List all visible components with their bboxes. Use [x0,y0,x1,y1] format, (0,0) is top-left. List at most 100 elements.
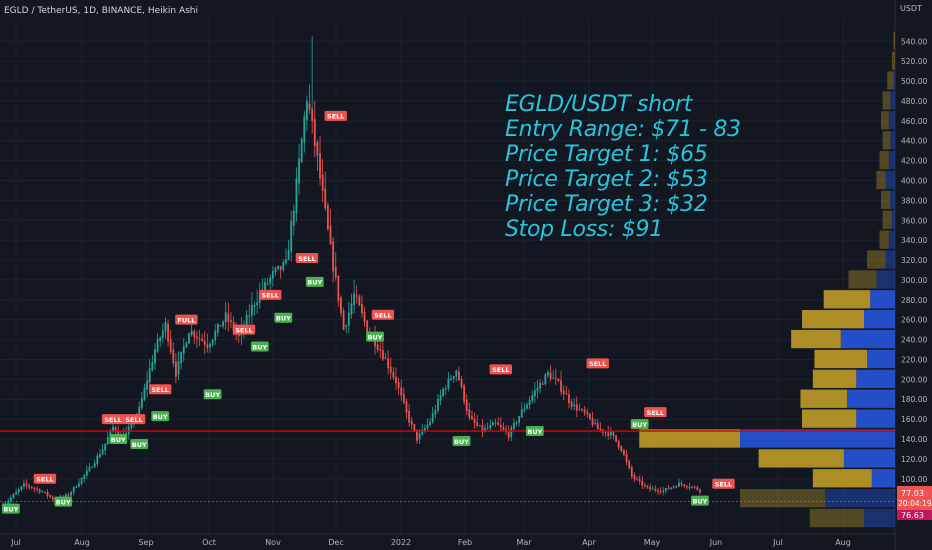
candle-body [49,495,52,498]
candle-body [51,496,54,500]
time-axis: Jul Aug Sep Oct Nov Dec 2022 Feb Mar Apr May Jun Jul… [10,538,851,547]
candle-body [531,395,534,401]
candle-body [575,404,578,411]
candle-body [552,377,555,379]
signal-label: BUY [252,343,267,351]
candle-body [573,404,576,407]
candle-body [683,484,686,487]
candle-body [649,487,652,490]
volume-bar-gold [879,230,889,249]
volume-bar-gold [812,469,872,488]
signal-label: SELL [715,481,732,489]
candle-body [431,413,434,423]
candle-body [565,393,568,395]
signal-label: BUY [276,314,291,322]
sell-signal: SELL [295,253,319,264]
candle-body [345,325,348,327]
candle-body [251,305,253,316]
volume-bar-blue [885,250,895,269]
symbol-info: EGLD / TetherUS, 1D, BINANCE, Heikin Ash… [4,6,198,16]
candle-body [421,429,424,435]
candle-body [227,313,230,322]
candle-body [699,489,701,493]
signal-label: BUY [527,428,542,436]
candle-body [269,277,272,284]
candle-body [329,225,332,245]
candle-body [290,220,293,252]
annotation-line: Price Target 2: $53 [505,167,708,192]
volume-bar-gold [891,51,895,70]
candle-body [230,320,232,323]
candle-body [654,488,657,491]
low-price-badge [897,510,932,520]
volume-bar-blue [867,349,895,369]
candle-body [672,486,675,488]
candle-body [481,425,484,433]
candle-body [148,368,151,383]
signal-bg [101,414,125,425]
candle-body [513,422,515,429]
candle-body [594,423,597,425]
volume-bar-gold [881,111,889,130]
volume-bar-gold [882,91,891,110]
candle-body [363,311,366,323]
x-tick-label: Feb [458,538,472,547]
volume-bar-gold [802,310,864,329]
candle-body [143,387,146,400]
buy-signal: BUY [525,426,544,437]
signal-label: BUY [454,438,469,446]
sell-signal: SELL [232,324,256,335]
candle-body [185,342,188,348]
candle-body [549,372,552,380]
y-tick-label: 200.00 [901,375,927,384]
candle-body [271,271,274,279]
candle-body [245,314,248,327]
volume-bar-blue [876,270,895,289]
candle-body [633,475,636,480]
candle-body [361,304,363,314]
candle-body [476,422,479,426]
y-tick-label: 460.00 [901,117,927,126]
candle-body [17,489,20,493]
signal-label: BUY [56,498,71,506]
candle-body [688,487,691,489]
signal-bg [630,419,649,430]
y-tick-label: 380.00 [901,196,927,205]
candle-body [41,491,44,493]
candle-body [358,296,361,306]
y-tick-label: 220.00 [901,355,927,364]
candle-body [657,490,659,492]
signal-bg [54,496,73,507]
current-price-value: 77.03 [901,489,924,498]
candle-body [164,322,167,332]
sell-signal: SELL [259,289,282,300]
signal-bg [33,473,57,484]
candle-body [502,426,505,430]
candle-body [641,480,644,486]
signal-label: FULL [177,316,195,324]
candle-body [570,401,573,408]
signal-bg [586,358,609,369]
candle-body [426,424,429,429]
candle-body [88,467,91,472]
price-axis: 100.00 120.00 140.00 160.00 180.00 200.00 220.… [901,37,927,483]
candle-body [182,346,185,354]
candle-body [169,338,172,352]
signal-label: BUY [153,413,168,421]
volume-bar-gold [879,150,889,170]
candle-body [418,433,421,440]
signal-label: SELL [235,326,252,334]
y-tick-label: 340.00 [901,236,927,245]
candle-body [518,416,521,423]
volume-bar-gold [740,489,826,508]
candle-body [321,174,324,191]
candle-body [342,310,345,330]
candle-body [256,302,259,306]
y-tick-label: 440.00 [901,137,927,146]
candle-body [319,153,321,179]
candle-body [612,432,615,436]
candle-body [460,378,463,387]
annotation-line: EGLD/USDT short [505,92,693,117]
volume-bar-blue [888,111,895,130]
